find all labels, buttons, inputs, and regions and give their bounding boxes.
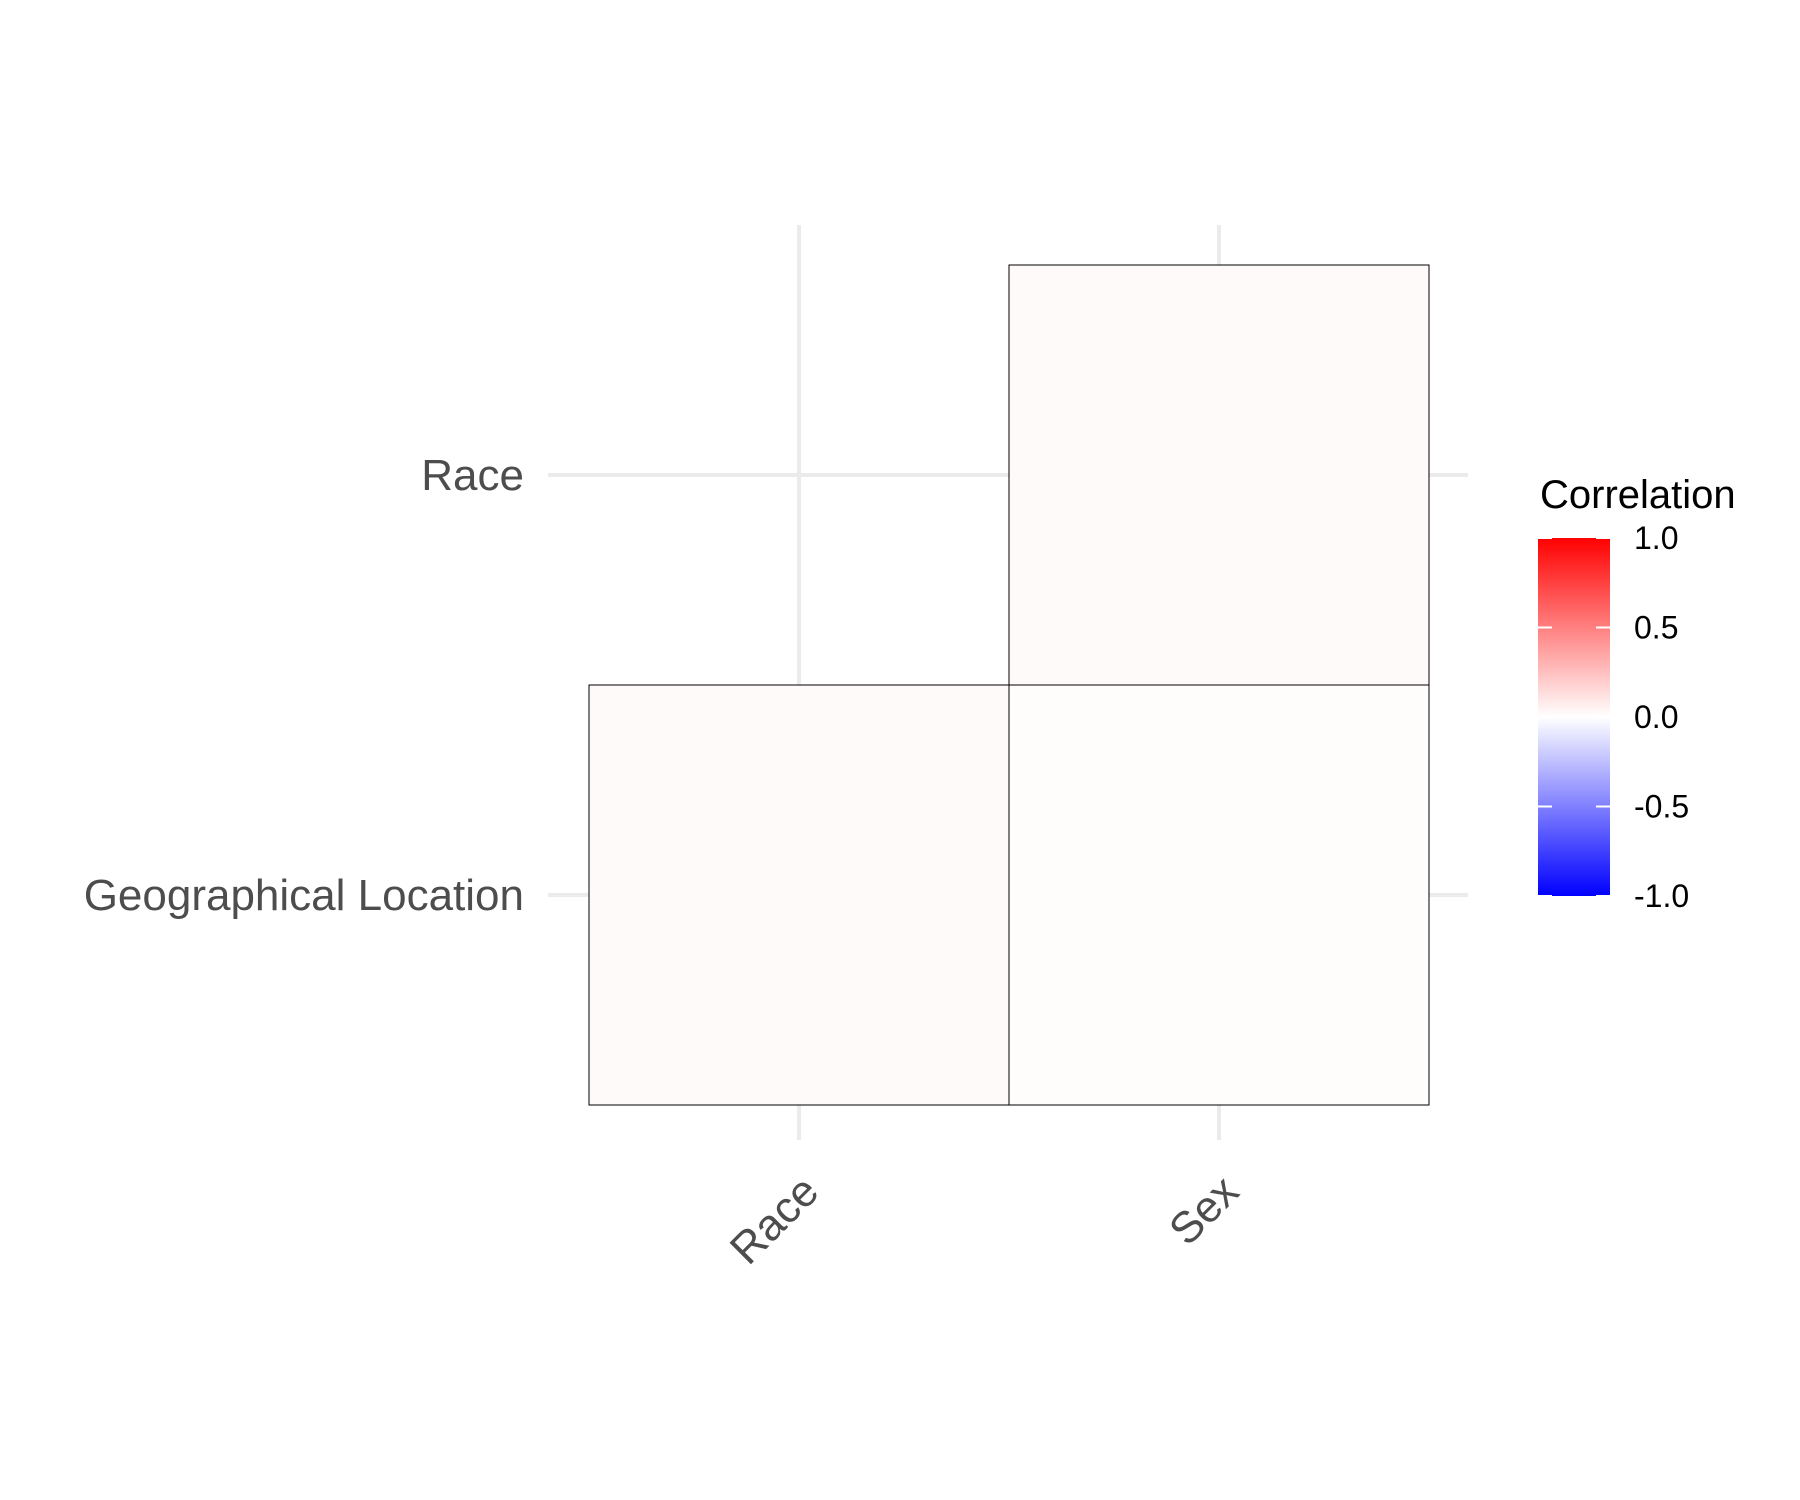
y-axis-tick-label: Race	[421, 451, 524, 500]
colorbar-tick-label: 0.0	[1634, 699, 1678, 735]
legend-title: Correlation	[1540, 473, 1736, 517]
colorbar-tick-label: 0.5	[1634, 610, 1678, 646]
x-axis-labels: Race Sex	[721, 1166, 1248, 1273]
colorbar-ticks: 1.0 0.5 0.0 -0.5 -1.0	[1538, 520, 1689, 914]
heatmap-cell	[588, 684, 1010, 1106]
legend: Correlation 1.0 0.5 0.0 -0.5 -1.0	[1538, 473, 1736, 914]
colorbar-tick-label: -0.5	[1634, 789, 1689, 825]
heatmap-cells	[588, 264, 1430, 1106]
y-axis-tick-label: Geographical Location	[84, 871, 524, 920]
x-axis-tick-label: Race	[721, 1166, 828, 1273]
y-axis-labels: Geographical Location Race	[84, 451, 524, 920]
colorbar-tick-label: -1.0	[1634, 878, 1689, 914]
x-axis-tick-label: Sex	[1160, 1166, 1248, 1254]
heatmap-cell	[1008, 264, 1430, 686]
colorbar-tick-label: 1.0	[1634, 520, 1678, 556]
heatmap-cell	[1008, 684, 1430, 1106]
